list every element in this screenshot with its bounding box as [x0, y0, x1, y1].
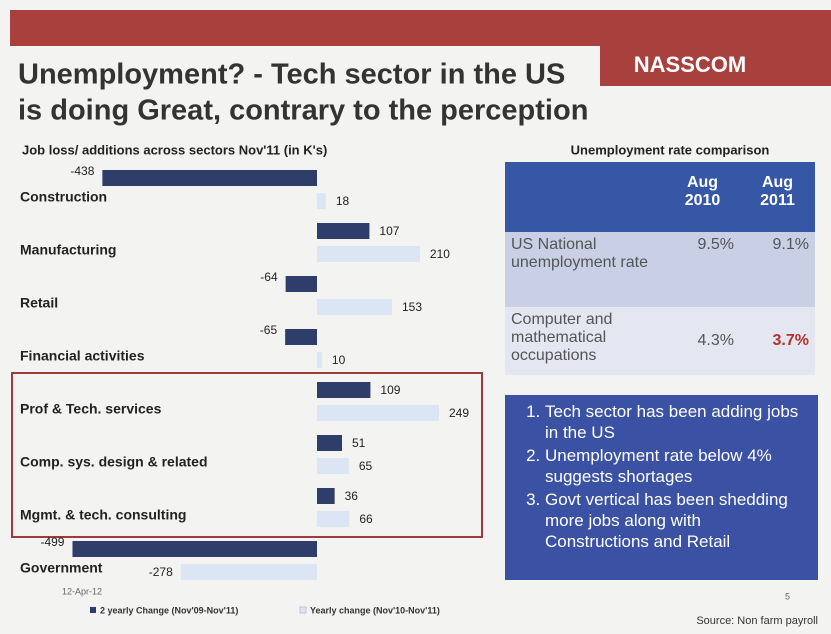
- bar: [317, 382, 371, 398]
- bar: [180, 564, 317, 580]
- table-title: Unemployment rate comparison: [571, 142, 770, 157]
- logo: NASSCOM: [634, 52, 746, 77]
- cell: 9.1%: [772, 236, 809, 253]
- cell: 3.7%: [772, 332, 809, 349]
- row: Computer and mathematical occupations 4.…: [505, 307, 815, 375]
- category-label: Comp. sys. design & related: [20, 454, 208, 470]
- value-label: -438: [70, 164, 94, 178]
- bar: [285, 276, 317, 292]
- value-label: -278: [149, 565, 173, 579]
- value-label: 66: [359, 512, 373, 526]
- category-label: Government: [20, 560, 103, 576]
- chart-title: Job loss/ additions across sectors Nov'1…: [22, 142, 327, 157]
- bar: [317, 246, 420, 262]
- page-number: 5: [785, 591, 790, 601]
- rate-table: Aug 2010 Aug 2011 US National unemployme…: [505, 162, 815, 375]
- value-label: 249: [449, 406, 469, 420]
- bar: [317, 435, 342, 451]
- value-label: -499: [40, 535, 64, 549]
- value-label: 107: [379, 224, 399, 238]
- category-label: Construction: [20, 189, 107, 205]
- value-label: 51: [352, 436, 366, 450]
- notes-list: Tech sector has been adding jobs in the …: [517, 401, 808, 552]
- category-label: Prof & Tech. services: [20, 401, 162, 417]
- value-label: 36: [345, 489, 359, 503]
- notes-box: Tech sector has been adding jobs in the …: [505, 395, 818, 580]
- note: Unemployment rate below 4% suggests shor…: [545, 445, 808, 487]
- cell: 9.5%: [697, 236, 734, 253]
- column-header: Aug 2011: [760, 174, 795, 209]
- bar: [317, 299, 392, 315]
- legend-swatch: [90, 607, 96, 613]
- row-label: Computer and mathematical occupations: [511, 311, 613, 364]
- highlight-box: [11, 372, 483, 538]
- legend-label: Yearly change (Nov'10-Nov'11): [310, 605, 440, 615]
- category-label: Retail: [20, 295, 58, 311]
- bar: [317, 488, 335, 504]
- source: Source: Non farm payroll: [696, 615, 818, 627]
- header-row: Aug 2010 Aug 2011: [505, 162, 815, 232]
- row: US National unemployment rate 9.5% 9.1%: [505, 232, 815, 307]
- category-label: Manufacturing: [20, 242, 116, 258]
- value-label: 10: [332, 353, 346, 367]
- bar: [285, 329, 317, 345]
- bar: [72, 541, 318, 557]
- value-label: 210: [430, 247, 450, 261]
- value-label: 65: [359, 459, 373, 473]
- title-line: Unemployment? - Tech sector in the US: [18, 59, 565, 91]
- value-label: 18: [336, 194, 350, 208]
- note: Govt vertical has been shedding more job…: [545, 489, 808, 552]
- bar: [317, 458, 349, 474]
- bar: [317, 405, 440, 421]
- value-label: -64: [260, 270, 278, 284]
- bar: [317, 511, 350, 527]
- legend-label: 2 yearly Change (Nov'09-Nov'11): [100, 605, 238, 615]
- row-label: US National unemployment rate: [511, 236, 648, 271]
- bar: [317, 223, 370, 239]
- bar: [317, 193, 326, 209]
- top-band: [10, 10, 831, 46]
- value-label: -65: [260, 323, 278, 337]
- note: Tech sector has been adding jobs in the …: [545, 401, 808, 443]
- logo-band: [600, 46, 831, 86]
- value-label: 109: [380, 383, 400, 397]
- column-header: Aug 2010: [684, 174, 721, 209]
- value-label: 153: [402, 300, 422, 314]
- legend-swatch: [299, 606, 307, 614]
- date: 12-Apr-12: [62, 586, 102, 596]
- category-label: Mgmt. & tech. consulting: [20, 507, 186, 523]
- bar: [102, 170, 317, 186]
- title-line: is doing Great, contrary to the percepti…: [18, 95, 588, 127]
- bar: [317, 352, 322, 368]
- cell: 4.3%: [697, 332, 734, 349]
- category-label: Financial activities: [20, 348, 145, 364]
